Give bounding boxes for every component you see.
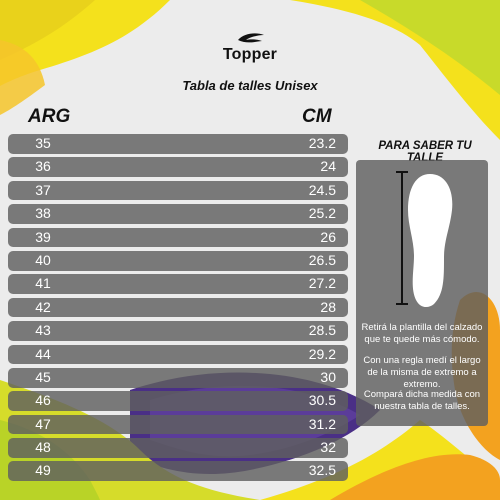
cm-length: 28.5 (308, 322, 336, 339)
table-row: 35 23.2 (8, 134, 348, 154)
page-title: Tabla de talles Unisex (182, 78, 318, 93)
arg-size: 44 (35, 345, 51, 362)
ruler-icon (396, 171, 408, 305)
instruction-step-2: Con una regla medí el largo de la misma … (363, 355, 481, 390)
table-row: 47 31.2 (8, 414, 348, 435)
column-header-arg: ARG (28, 106, 71, 127)
arg-size: 36 (35, 158, 51, 175)
size-table: 35 23.2 36 24 37 24.5 38 25.2 39 26 40 26.5 41… (8, 134, 348, 485)
column-header-cm: CM (302, 106, 332, 127)
cm-length: 25.2 (308, 205, 336, 222)
insole-icon (408, 174, 453, 308)
table-row: 39 26 (8, 227, 348, 248)
cm-length: 32.5 (308, 462, 336, 479)
arg-size: 45 (35, 368, 51, 385)
arg-size: 35 (35, 135, 51, 151)
arg-size: 48 (35, 439, 51, 456)
table-row: 41 27.2 (8, 274, 348, 294)
cm-length: 27.2 (308, 275, 336, 292)
cm-length: 23.2 (308, 135, 336, 151)
table-row: 46 30.5 (8, 391, 348, 411)
cm-length: 30 (320, 368, 336, 385)
brand-logo: Topper (0, 30, 500, 74)
table-row: 45 30 (8, 367, 348, 388)
table-row: 43 28.5 (8, 321, 348, 341)
cm-length: 24 (320, 158, 336, 175)
cm-length: 32 (320, 439, 336, 456)
table-row: 44 29.2 (8, 344, 348, 365)
table-row: 48 32 (8, 438, 348, 458)
arg-size: 39 (35, 228, 51, 245)
cm-length: 29.2 (308, 345, 336, 362)
cm-length: 26.5 (308, 251, 336, 268)
table-row: 37 24.5 (8, 180, 348, 201)
arg-size: 38 (35, 205, 51, 222)
arg-size: 46 (35, 392, 51, 409)
cm-length: 26 (320, 228, 336, 245)
arg-size: 37 (35, 181, 51, 198)
arg-size: 49 (35, 462, 51, 479)
arg-size: 42 (35, 298, 51, 315)
cm-length: 31.2 (308, 415, 336, 432)
arg-size: 40 (35, 251, 51, 268)
arg-size: 41 (35, 275, 51, 292)
instruction-step-3: Compará dicha medida con nuestra tabla d… (363, 389, 481, 412)
table-row: 40 26.5 (8, 250, 348, 271)
arg-size: 47 (35, 415, 51, 432)
arg-size: 43 (35, 322, 51, 339)
table-row: 49 32.5 (8, 461, 348, 482)
topper-logo-icon (238, 33, 264, 43)
brand-name: Topper (222, 46, 278, 63)
cm-length: 28 (320, 298, 336, 315)
table-row: 38 25.2 (8, 204, 348, 224)
cm-length: 30.5 (308, 392, 336, 409)
table-row: 42 28 (8, 297, 348, 318)
cm-length: 24.5 (308, 181, 336, 198)
table-row: 36 24 (8, 157, 348, 177)
instruction-step-1: Retirá la plantilla del calzado que te q… (361, 322, 483, 345)
